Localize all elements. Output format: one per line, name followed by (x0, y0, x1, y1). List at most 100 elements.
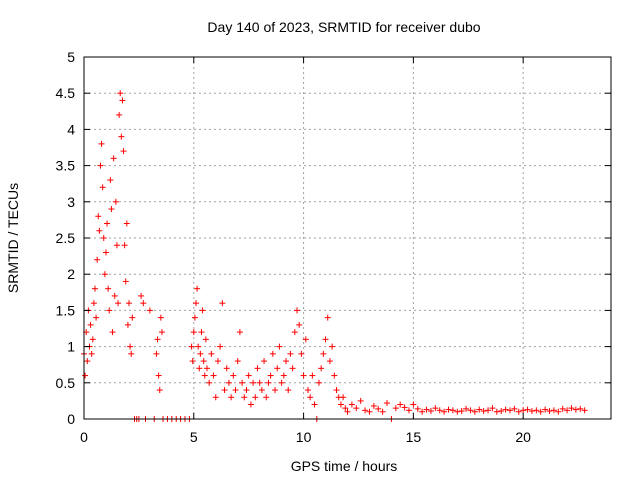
data-point (568, 405, 575, 412)
y-tick-label: 1 (67, 339, 75, 355)
data-point (108, 206, 115, 213)
data-point (546, 408, 553, 415)
data-point (198, 329, 205, 336)
data-point (234, 358, 241, 365)
data-point (276, 343, 283, 350)
y-tick-label: 3.5 (56, 158, 76, 174)
data-point (84, 358, 91, 365)
data-point (480, 408, 487, 415)
data-point (414, 405, 421, 412)
data-point (120, 148, 127, 155)
x-tick-label: 15 (406, 429, 422, 445)
data-point (188, 343, 195, 350)
y-tick-label: 1.5 (56, 302, 76, 318)
y-axis-label: SRMTID / TECUs (5, 183, 21, 293)
axis-ticks: 0 0.5 1 1.5 2 2.5 3 3.5 4 4.5 5 0 5 10 15 20 (56, 49, 611, 445)
data-point (331, 372, 338, 379)
data-point (559, 405, 566, 412)
data-point (197, 350, 204, 357)
data-point (307, 394, 314, 401)
data-point (254, 365, 261, 372)
data-point (340, 394, 347, 401)
data-point (280, 372, 287, 379)
plot-frame (83, 56, 612, 420)
data-point (223, 365, 230, 372)
data-point (232, 387, 239, 394)
data-point (217, 343, 224, 350)
data-point (506, 407, 513, 414)
data-point (342, 405, 349, 412)
data-point (200, 358, 207, 365)
y-tick-label: 2.5 (56, 230, 76, 246)
data-point (419, 408, 426, 415)
data-point (401, 404, 408, 411)
data-point (214, 358, 221, 365)
data-point (265, 379, 272, 386)
data-point (441, 408, 448, 415)
y-tick-label: 4.5 (56, 85, 76, 101)
data-point (89, 336, 96, 343)
data-point (445, 406, 452, 413)
data-point (210, 372, 217, 379)
data-point (423, 406, 430, 413)
data-points (81, 90, 588, 422)
data-point (239, 379, 246, 386)
data-point (128, 350, 135, 357)
data-point (392, 405, 399, 412)
data-point (236, 329, 243, 336)
data-point (202, 336, 209, 343)
data-point (528, 408, 535, 415)
data-point (311, 401, 318, 408)
data-point (243, 387, 250, 394)
data-point (97, 162, 104, 169)
data-point (201, 372, 208, 379)
data-point (550, 407, 557, 414)
data-point (258, 387, 265, 394)
data-point (397, 401, 404, 408)
data-point (247, 401, 254, 408)
data-point (122, 278, 129, 285)
data-point (304, 387, 311, 394)
data-point (471, 408, 478, 415)
data-point (95, 213, 102, 220)
data-point (90, 300, 97, 307)
data-point (102, 249, 109, 256)
data-point (111, 292, 118, 299)
data-point (278, 379, 285, 386)
data-point (157, 314, 164, 321)
data-point (106, 307, 113, 314)
y-tick-label: 0.5 (56, 375, 76, 391)
data-point (96, 227, 103, 234)
data-point (326, 358, 333, 365)
data-point (449, 407, 456, 414)
data-point (195, 343, 202, 350)
y-tick-label: 0 (67, 411, 75, 427)
data-point (203, 365, 210, 372)
data-point (315, 379, 322, 386)
data-point (250, 379, 257, 386)
data-point (110, 155, 117, 162)
data-point (344, 408, 351, 415)
data-point (362, 407, 369, 414)
data-point (82, 372, 89, 379)
data-point (467, 407, 474, 414)
data-point (117, 90, 124, 97)
y-tick-label: 2 (67, 266, 75, 282)
chart-title: Day 140 of 2023, SRMTID for receiver dub… (207, 19, 480, 35)
data-point (126, 300, 133, 307)
grid (84, 57, 611, 419)
data-point (370, 402, 377, 409)
data-point (261, 358, 268, 365)
data-point (263, 394, 270, 401)
data-point (348, 401, 355, 408)
data-point (146, 307, 153, 314)
data-point (156, 387, 163, 394)
data-point (300, 372, 307, 379)
data-point (511, 405, 518, 412)
data-point (206, 379, 213, 386)
data-point (337, 401, 344, 408)
data-point (196, 365, 203, 372)
data-point (123, 220, 130, 227)
data-point (379, 408, 386, 415)
data-point (116, 111, 123, 118)
